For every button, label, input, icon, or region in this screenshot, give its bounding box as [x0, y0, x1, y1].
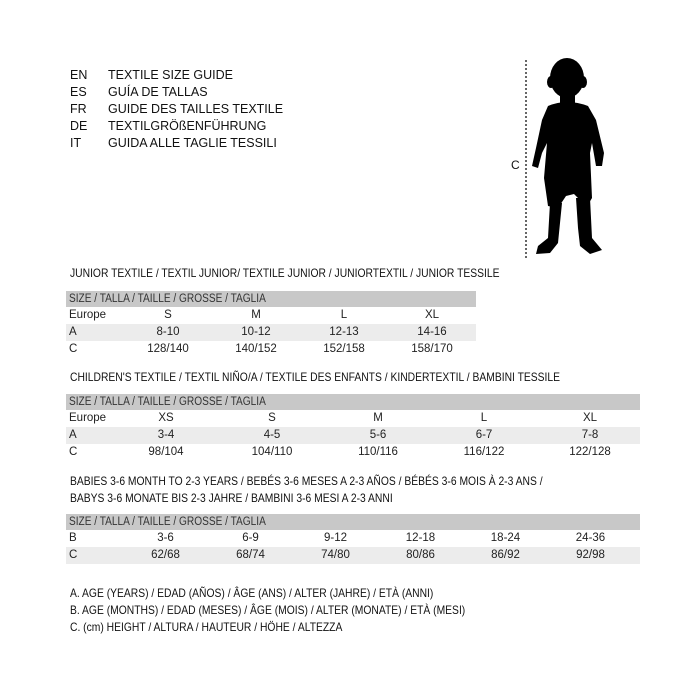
row-label: A — [69, 429, 77, 441]
table-cell: M — [251, 309, 261, 321]
table-cell: 18-24 — [490, 532, 521, 544]
size-header: SIZE / TALLA / TAILLE / GRÖSSE / TAGLIA — [69, 396, 266, 408]
lang-title: GUIDA ALLE TAGLIE TESSILI — [108, 136, 277, 150]
table-cell: 3-6 — [157, 532, 174, 544]
table-cell: XL — [424, 309, 440, 321]
lang-code: EN — [70, 68, 88, 82]
table-cell: M — [373, 412, 383, 424]
table-cell: S — [164, 309, 172, 321]
height-dotted-line — [525, 60, 527, 258]
row-label: Europe — [69, 412, 107, 424]
table-cell: L — [340, 309, 348, 321]
height-marker: C — [511, 158, 520, 172]
babies-section-title: BABIES 3-6 MONTH TO 2-3 YEARS / BEBÉS 3-… — [70, 474, 543, 488]
table-row: C 62/68 68/74 74/80 80/86 86/92 92/98 — [66, 547, 640, 564]
table-cell: 98/104 — [148, 446, 184, 458]
row-label: C — [69, 343, 78, 355]
table-cell: 5-6 — [369, 429, 387, 441]
size-header-bar: SIZE / TALLA / TAILLE / GRÖSSE / TAGLIA — [66, 394, 640, 410]
legend-item: C. (cm) HEIGHT / ALTURA / HAUTEUR / HÖHE… — [70, 620, 343, 634]
table-cell: S — [268, 412, 276, 424]
table-cell: 86/92 — [491, 549, 520, 561]
table-cell: 7-8 — [581, 429, 599, 441]
junior-size-table: SIZE / TALLA / TAILLE / GRÖSSE / TAGLIA … — [66, 291, 476, 358]
table-row: C 98/104 104/110 110/116 116/122 122/128 — [66, 444, 640, 461]
lang-code: FR — [70, 102, 87, 116]
lang-code: DE — [70, 119, 88, 133]
table-cell: 4-5 — [263, 429, 281, 441]
table-row: A 3-4 4-5 5-6 6-7 7-8 — [66, 427, 640, 444]
babies-section-title-2: BABYS 3-6 MONATE BIS 2-3 JAHRE / BAMBINI… — [70, 491, 393, 505]
table-cell: 122/128 — [569, 446, 611, 458]
size-header: SIZE / TALLA / TAILLE / GRÖSSE / TAGLIA — [69, 516, 266, 528]
size-header-bar: SIZE / TALLA / TAILLE / GRÖSSE / TAGLIA — [66, 291, 476, 307]
table-cell: 140/152 — [235, 343, 277, 355]
lang-title: GUÍA DE TALLAS — [108, 85, 208, 99]
table-cell: 14-16 — [417, 326, 447, 338]
table-cell: 110/116 — [358, 446, 398, 458]
table-cell: 8-10 — [156, 326, 180, 338]
table-cell: XS — [158, 412, 174, 424]
table-cell: 68/74 — [236, 549, 265, 561]
table-row: C 128/140 140/152 152/158 158/170 — [66, 341, 476, 358]
lang-title: TEXTILGRÖßENFÜHRUNG — [108, 119, 267, 133]
table-cell: 116/122 — [463, 446, 505, 458]
table-row: A 8-10 10-12 12-13 14-16 — [66, 324, 476, 341]
lang-code: ES — [70, 85, 87, 99]
size-header: SIZE / TALLA / TAILLE / GRÖSSE / TAGLIA — [69, 293, 266, 305]
table-cell: 152/158 — [323, 343, 365, 355]
table-cell: 62/68 — [151, 549, 180, 561]
row-label: A — [69, 326, 77, 338]
table-cell: L — [480, 412, 488, 424]
table-row: Europe S M L XL — [66, 307, 476, 324]
lang-title: TEXTILE SIZE GUIDE — [108, 68, 234, 82]
table-cell: 74/80 — [321, 549, 350, 561]
table-cell: 80/86 — [406, 549, 435, 561]
table-cell: 104/110 — [251, 446, 293, 458]
table-cell: 10-12 — [241, 326, 271, 338]
lang-code: IT — [70, 136, 82, 150]
legend-item: B. AGE (MONTHS) / EDAD (MESES) / ÂGE (MO… — [70, 603, 466, 617]
row-label: B — [69, 532, 77, 544]
table-cell: 158/170 — [411, 343, 453, 355]
babies-size-table: SIZE / TALLA / TAILLE / GRÖSSE / TAGLIA … — [66, 514, 640, 564]
table-cell: 128/140 — [147, 343, 189, 355]
size-header-bar: SIZE / TALLA / TAILLE / GRÖSSE / TAGLIA — [66, 514, 640, 530]
children-size-table: SIZE / TALLA / TAILLE / GRÖSSE / TAGLIA … — [66, 394, 640, 461]
table-row: B 3-6 6-9 9-12 12-18 18-24 24-36 — [66, 530, 640, 547]
table-cell: 6-9 — [242, 532, 259, 544]
table-cell: 3-4 — [157, 429, 175, 441]
table-cell: 9-12 — [323, 532, 348, 544]
table-cell: 12-18 — [405, 532, 436, 544]
table-cell: 24-36 — [575, 532, 606, 544]
junior-section-title: JUNIOR TEXTILE / TEXTIL JUNIOR/ TEXTILE … — [70, 266, 500, 280]
legend-item: A. AGE (YEARS) / EDAD (AÑOS) / ÂGE (ANS)… — [70, 586, 434, 600]
table-cell: 6-7 — [475, 429, 493, 441]
child-silhouette-icon — [532, 58, 604, 254]
row-label: C — [69, 446, 78, 458]
table-cell: 92/98 — [576, 549, 605, 561]
row-label: Europe — [69, 309, 107, 321]
table-cell: XL — [582, 412, 598, 424]
row-label: C — [69, 549, 78, 561]
lang-title: GUIDE DES TAILLES TEXTILE — [108, 102, 284, 116]
table-row: Europe XS S M L XL — [66, 410, 640, 427]
children-section-title: CHILDREN'S TEXTILE / TEXTIL NIÑO/A / TEX… — [70, 370, 561, 384]
table-cell: 12-13 — [329, 326, 359, 338]
